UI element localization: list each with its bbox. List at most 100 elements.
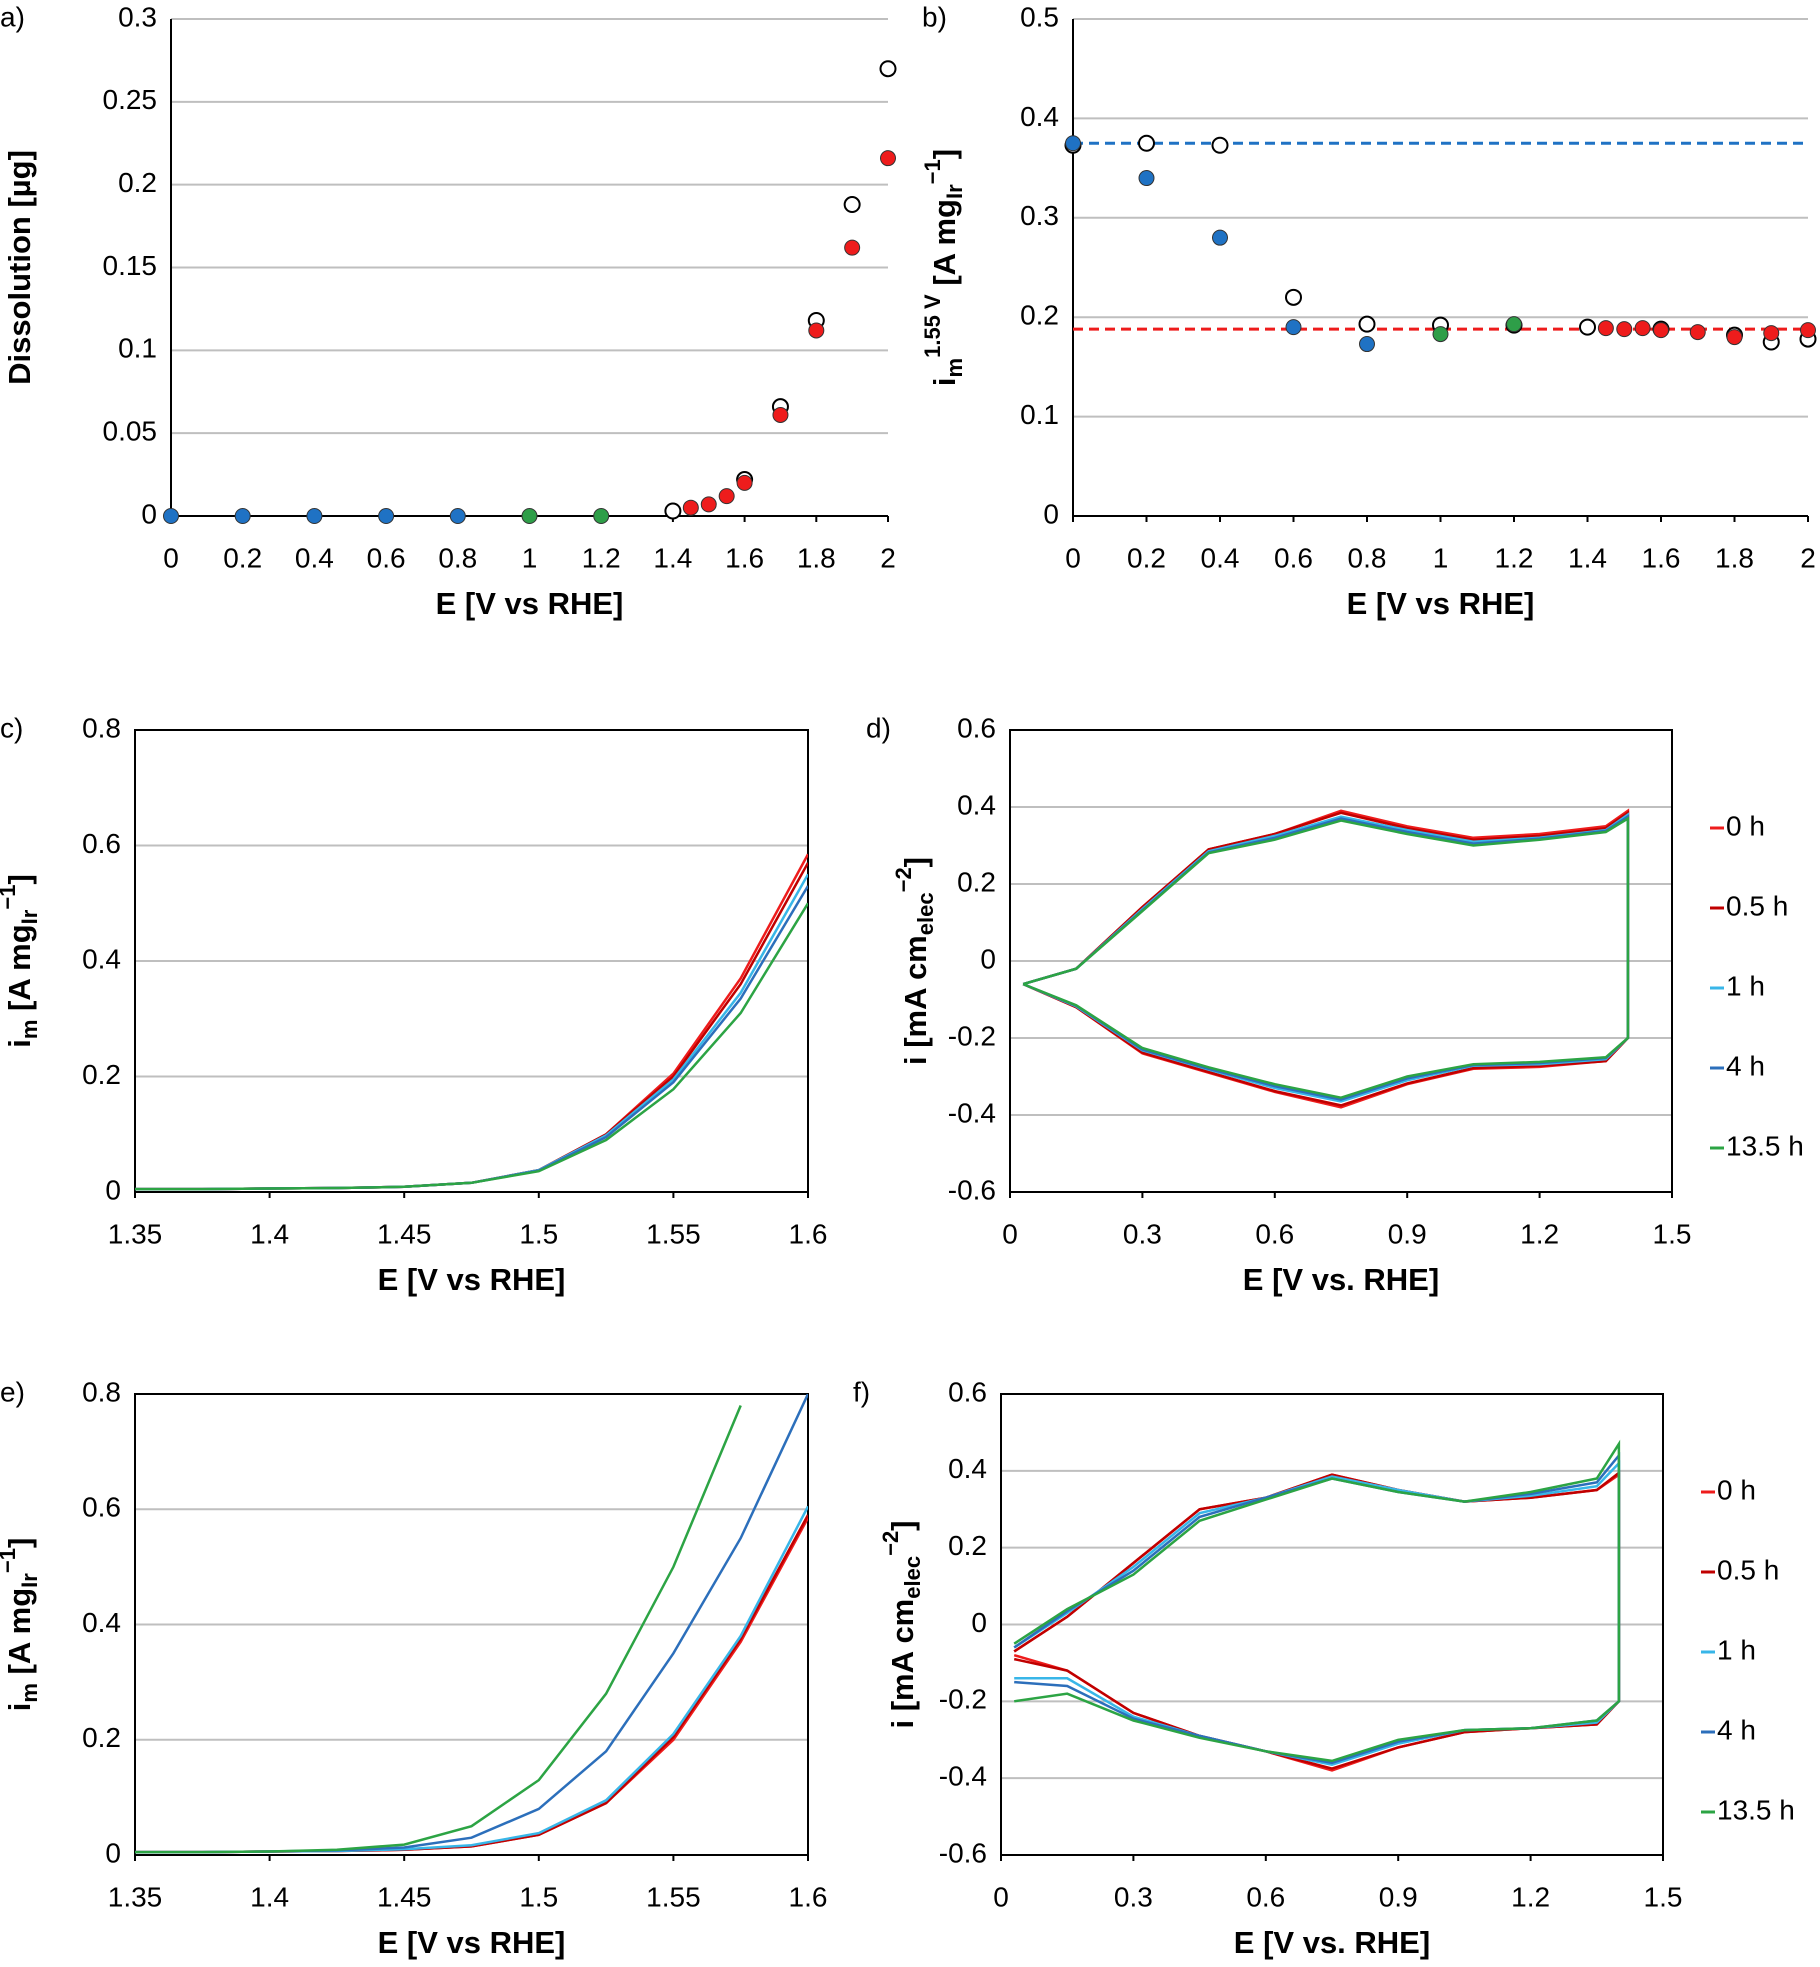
- y-tick-label: 0.15: [103, 250, 158, 281]
- x-axis-title: E [V vs. RHE]: [1243, 1262, 1439, 1297]
- data-point: [1579, 318, 1596, 336]
- data-point: [1597, 320, 1614, 337]
- y-axis-title-part: −2: [878, 1531, 903, 1556]
- data-point: [736, 474, 753, 491]
- y-tick-label: 0.1: [118, 333, 157, 364]
- x-tick-label: 1.45: [377, 1881, 432, 1912]
- legend-label: 4 h: [1717, 1714, 1756, 1745]
- x-tick-label: 0.6: [367, 542, 406, 573]
- y-tick-label: 0.4: [82, 1607, 121, 1638]
- x-axis-title: E [V vs RHE]: [436, 586, 624, 621]
- panel: d) -0.6 -0.4 -0.2 0 0.2 0.4 0.6 0 0.3 0.6 0.9 1.2 1.5…: [866, 712, 1804, 1297]
- data-point: [1138, 170, 1155, 187]
- y-tick-label: -0.4: [939, 1761, 987, 1792]
- data-point: [1359, 336, 1375, 353]
- y-tick-label: 0.4: [957, 789, 996, 820]
- y-axis-title: im [A mgIr−1]: [0, 874, 42, 1048]
- panel-label: c): [0, 712, 23, 743]
- y-axis-title-part: Ir: [17, 1573, 42, 1588]
- x-tick-label: 0.3: [1114, 1881, 1153, 1912]
- x-tick-label: 1.2: [582, 542, 621, 573]
- series-line: [1022, 816, 1630, 1099]
- y-axis-title-part: ]: [885, 1520, 920, 1530]
- y-axis-title-part: Dissolution [µg]: [2, 150, 37, 385]
- data-point: [1211, 136, 1229, 154]
- y-axis-title-part: elec: [913, 892, 938, 935]
- x-tick-label: 0: [163, 542, 179, 573]
- data-point: [718, 488, 735, 505]
- y-tick-label: 0.2: [948, 1530, 987, 1561]
- data-point: [682, 499, 699, 516]
- y-axis-title-part: −1: [0, 1548, 20, 1573]
- y-axis-title-part: −1: [920, 159, 945, 184]
- plot-frame: [1009, 729, 1673, 1193]
- data-point: [772, 406, 789, 423]
- x-tick-label: 1.5: [1644, 1881, 1683, 1912]
- data-point: [1285, 319, 1302, 336]
- x-tick-label: 1.5: [519, 1218, 558, 1249]
- y-tick-label: 0.6: [82, 828, 121, 859]
- data-point: [1616, 321, 1633, 338]
- legend-label: 13.5 h: [1717, 1794, 1795, 1825]
- series-line: [1022, 812, 1630, 1103]
- legend-label: 4 h: [1726, 1050, 1765, 1081]
- y-axis-title: Dissolution [µg]: [2, 150, 37, 385]
- y-tick-label: 0.2: [82, 1722, 121, 1753]
- y-tick-label: 0.2: [957, 866, 996, 897]
- data-point: [234, 508, 251, 524]
- panel-label: d): [866, 712, 891, 743]
- data-point: [879, 60, 897, 78]
- data-point: [664, 502, 682, 520]
- data-point: [843, 196, 861, 214]
- y-tick-label: -0.6: [939, 1837, 987, 1868]
- y-tick-label: 0: [971, 1607, 987, 1638]
- y-tick-label: 0.4: [948, 1453, 987, 1484]
- data-point: [1506, 316, 1522, 333]
- x-tick-label: 1.4: [653, 542, 692, 573]
- x-axis-title: E [V vs RHE]: [378, 1262, 566, 1297]
- series-line: [1013, 1460, 1621, 1766]
- x-tick-label: 0.4: [1201, 542, 1240, 573]
- data-point: [1653, 322, 1669, 339]
- x-tick-label: 1.55: [646, 1218, 701, 1249]
- x-tick-label: 1.2: [1511, 1881, 1550, 1912]
- x-tick-label: 0.3: [1123, 1218, 1162, 1249]
- series-line: [135, 1394, 808, 1854]
- series-line: [1013, 1470, 1621, 1770]
- y-axis-title-part: m: [17, 1683, 42, 1703]
- y-tick-label: 0.8: [82, 1376, 121, 1407]
- x-tick-label: 0.8: [1348, 542, 1387, 573]
- x-tick-label: 1.6: [789, 1881, 828, 1912]
- series-line: [135, 1505, 808, 1854]
- y-axis-title-part: −1: [0, 885, 20, 910]
- x-tick-label: 1.6: [725, 542, 764, 573]
- x-tick-label: 1.2: [1520, 1218, 1559, 1249]
- y-tick-label: 0.2: [1020, 300, 1059, 331]
- x-tick-label: 0.9: [1379, 1881, 1418, 1912]
- y-axis-title-part: ]: [898, 857, 933, 867]
- data-point: [700, 496, 717, 513]
- data-point: [880, 150, 896, 167]
- legend-label: 0.5 h: [1717, 1554, 1779, 1585]
- y-axis-title-part: m: [942, 358, 967, 378]
- x-tick-label: 2: [1800, 542, 1816, 573]
- y-axis-title-part: −2: [891, 867, 916, 892]
- y-tick-label: 0.8: [82, 712, 121, 743]
- data-point: [1212, 229, 1228, 246]
- y-tick-label: 0: [105, 1837, 121, 1868]
- panel: e) 0 0.2 0.4 0.6 0.8 1.35 1.4 1.45 1.5 1.55 1.6 E [V…: [0, 1376, 827, 1960]
- data-point: [1432, 326, 1449, 343]
- y-axis-title-part: i [mA cm: [898, 935, 933, 1065]
- panel-label: f): [853, 1376, 870, 1407]
- y-tick-label: 0.2: [118, 167, 157, 198]
- x-tick-label: 0.6: [1255, 1218, 1294, 1249]
- y-axis-title-part: ]: [927, 149, 962, 159]
- y-tick-label: 0.3: [118, 1, 157, 32]
- x-tick-label: 1.5: [519, 1881, 558, 1912]
- y-tick-label: -0.6: [948, 1174, 996, 1205]
- x-tick-label: 0.2: [1127, 542, 1166, 573]
- x-tick-label: 0.2: [223, 542, 262, 573]
- data-point: [1285, 288, 1302, 306]
- series-line: [135, 853, 808, 1191]
